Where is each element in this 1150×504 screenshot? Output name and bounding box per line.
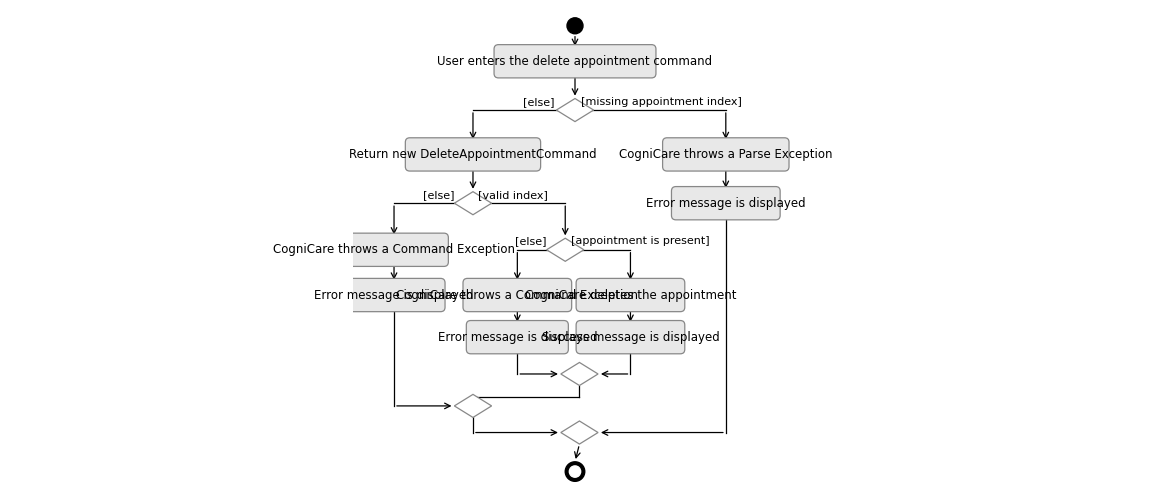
- Text: [else]: [else]: [515, 236, 546, 246]
- FancyBboxPatch shape: [463, 278, 572, 311]
- Polygon shape: [454, 192, 491, 215]
- Polygon shape: [546, 238, 584, 261]
- FancyBboxPatch shape: [576, 278, 684, 311]
- Polygon shape: [561, 421, 598, 444]
- Polygon shape: [454, 395, 491, 417]
- Text: Error message is displayed: Error message is displayed: [646, 197, 806, 210]
- Text: [else]: [else]: [423, 190, 454, 200]
- FancyBboxPatch shape: [672, 186, 780, 220]
- Text: Return new DeleteAppointmentCommand: Return new DeleteAppointmentCommand: [350, 148, 597, 161]
- Circle shape: [566, 462, 584, 481]
- FancyBboxPatch shape: [339, 233, 448, 267]
- Text: [else]: [else]: [523, 97, 554, 107]
- Text: CogniCare deletes the appointment: CogniCare deletes the appointment: [524, 288, 736, 301]
- Text: [appointment is present]: [appointment is present]: [572, 236, 710, 246]
- FancyBboxPatch shape: [467, 321, 568, 354]
- FancyBboxPatch shape: [343, 278, 445, 311]
- Text: Success message is displayed: Success message is displayed: [542, 331, 719, 344]
- Text: [valid index]: [valid index]: [478, 190, 549, 200]
- Text: User enters the delete appointment command: User enters the delete appointment comma…: [437, 55, 713, 68]
- Text: Error message is displayed: Error message is displayed: [314, 288, 474, 301]
- Circle shape: [569, 466, 581, 477]
- Text: CogniCare throws a Command Exception: CogniCare throws a Command Exception: [397, 288, 638, 301]
- FancyBboxPatch shape: [494, 45, 656, 78]
- Polygon shape: [557, 98, 593, 121]
- Text: [missing appointment index]: [missing appointment index]: [581, 97, 742, 107]
- FancyBboxPatch shape: [405, 138, 540, 171]
- Text: CogniCare throws a Command Exception: CogniCare throws a Command Exception: [273, 243, 515, 256]
- Polygon shape: [561, 362, 598, 386]
- FancyBboxPatch shape: [576, 321, 684, 354]
- FancyBboxPatch shape: [662, 138, 789, 171]
- Text: Error message is displayed: Error message is displayed: [437, 331, 597, 344]
- Circle shape: [567, 18, 583, 34]
- Text: CogniCare throws a Parse Exception: CogniCare throws a Parse Exception: [619, 148, 833, 161]
